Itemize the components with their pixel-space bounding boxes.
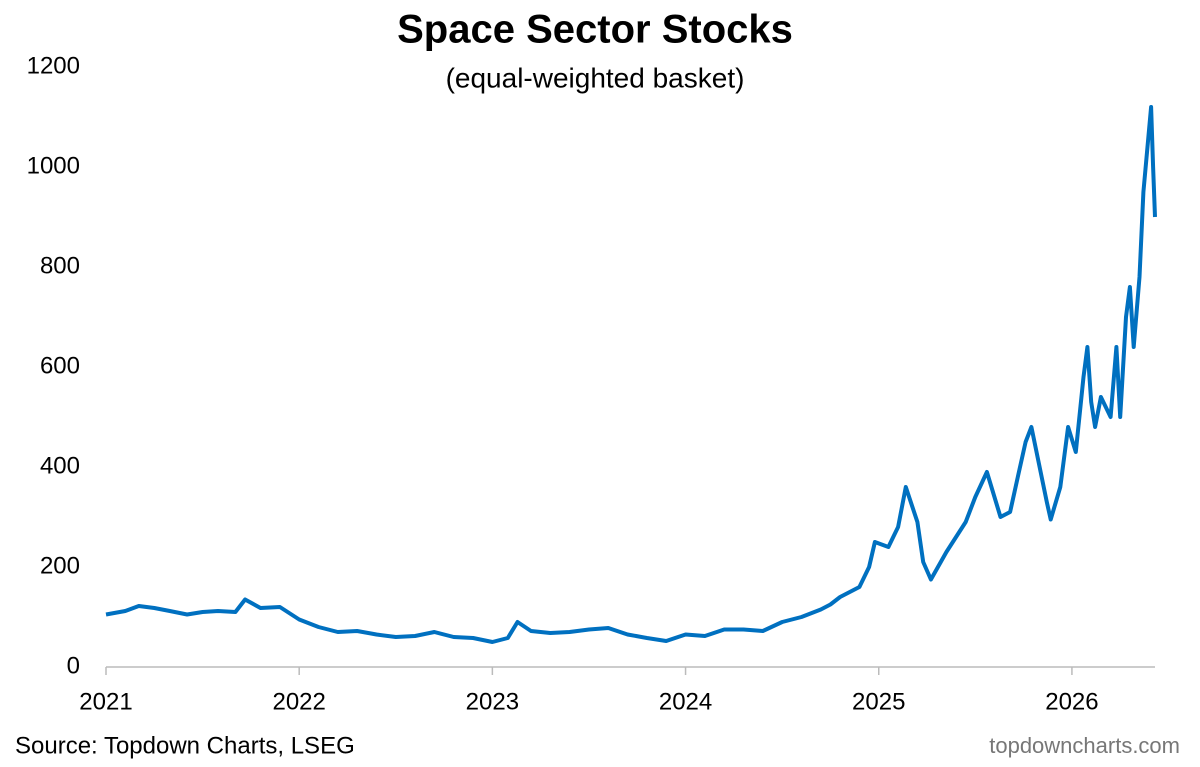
x-tick-label: 2021 [79, 688, 132, 715]
x-tick-label: 2025 [852, 688, 905, 715]
watermark: topdowncharts.com [989, 733, 1180, 758]
y-tick-label: 400 [40, 452, 80, 479]
source: Source: Topdown Charts, LSEG [15, 732, 355, 759]
x-tick-label: 2026 [1045, 688, 1098, 715]
chart-title: Space Sector Stocks [397, 8, 793, 52]
y-tick-label: 600 [40, 352, 80, 379]
y-tick-label: 200 [40, 552, 80, 579]
data-line [105, 105, 1157, 644]
x-tick-label: 2022 [272, 688, 325, 715]
y-tick-label: 1000 [27, 152, 80, 179]
y-tick-label: 0 [67, 652, 80, 679]
chart-subtitle: (equal-weighted basket) [446, 62, 745, 93]
y-tick-label: 1200 [27, 52, 80, 79]
y-tick-label: 800 [40, 252, 80, 279]
x-tick-label: 2023 [466, 688, 519, 715]
x-tick-label: 2024 [659, 688, 712, 715]
